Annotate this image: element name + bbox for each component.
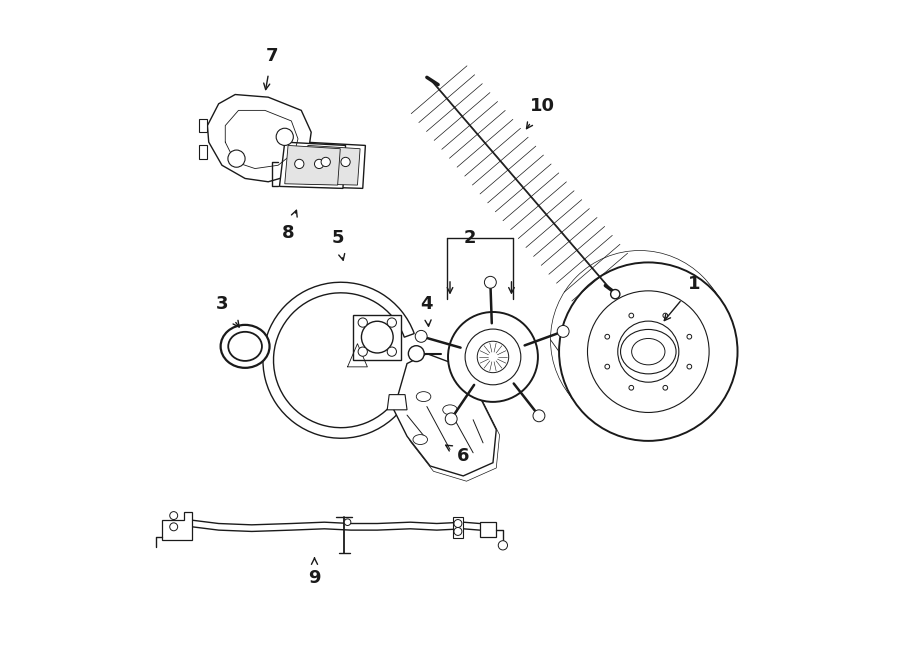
Polygon shape <box>284 145 340 185</box>
Polygon shape <box>304 145 360 185</box>
Text: 7: 7 <box>264 47 278 90</box>
Polygon shape <box>394 354 496 476</box>
Circle shape <box>484 276 496 288</box>
Circle shape <box>362 321 393 353</box>
Circle shape <box>358 318 367 327</box>
Text: 5: 5 <box>331 229 345 260</box>
Text: 2: 2 <box>464 229 476 247</box>
Circle shape <box>617 321 679 382</box>
Text: 4: 4 <box>420 295 433 326</box>
Circle shape <box>559 262 737 441</box>
Circle shape <box>387 318 397 327</box>
Circle shape <box>554 256 733 434</box>
Ellipse shape <box>229 332 262 361</box>
Polygon shape <box>199 145 207 159</box>
Ellipse shape <box>413 435 428 445</box>
Text: 3: 3 <box>216 295 239 327</box>
Circle shape <box>344 519 351 525</box>
Circle shape <box>588 291 709 412</box>
Circle shape <box>605 364 609 369</box>
Circle shape <box>610 290 620 299</box>
Circle shape <box>276 128 293 145</box>
Circle shape <box>409 346 424 362</box>
Circle shape <box>557 325 569 337</box>
Circle shape <box>170 512 177 520</box>
Polygon shape <box>454 517 464 538</box>
Text: 8: 8 <box>282 210 297 242</box>
Ellipse shape <box>632 338 665 365</box>
Circle shape <box>358 347 367 356</box>
Polygon shape <box>163 512 193 540</box>
Ellipse shape <box>417 391 431 401</box>
Circle shape <box>663 385 668 390</box>
Ellipse shape <box>443 405 457 415</box>
Polygon shape <box>300 142 365 188</box>
Ellipse shape <box>620 329 676 374</box>
Circle shape <box>454 527 462 535</box>
Text: 1: 1 <box>664 275 701 321</box>
Circle shape <box>294 159 304 169</box>
Polygon shape <box>280 142 346 188</box>
Polygon shape <box>354 315 401 360</box>
Circle shape <box>605 334 609 339</box>
Circle shape <box>314 159 324 169</box>
Circle shape <box>687 334 692 339</box>
Circle shape <box>465 329 521 385</box>
Text: 6: 6 <box>446 445 470 465</box>
Circle shape <box>533 410 544 422</box>
Wedge shape <box>263 282 414 438</box>
Text: 10: 10 <box>526 97 555 129</box>
Circle shape <box>629 385 634 390</box>
Circle shape <box>446 413 457 425</box>
Circle shape <box>170 523 177 531</box>
Circle shape <box>499 541 508 550</box>
Circle shape <box>321 157 330 167</box>
Circle shape <box>551 251 729 429</box>
Polygon shape <box>199 119 207 132</box>
Circle shape <box>415 330 428 342</box>
Circle shape <box>477 341 508 373</box>
Circle shape <box>448 312 538 402</box>
Polygon shape <box>480 522 496 537</box>
Circle shape <box>629 313 634 318</box>
Circle shape <box>663 313 668 318</box>
Circle shape <box>387 347 397 356</box>
Text: 9: 9 <box>308 558 320 588</box>
Circle shape <box>454 520 462 527</box>
Polygon shape <box>387 395 407 410</box>
Polygon shape <box>207 95 311 182</box>
Circle shape <box>687 364 692 369</box>
Circle shape <box>228 150 245 167</box>
Ellipse shape <box>220 325 269 368</box>
Circle shape <box>341 157 350 167</box>
